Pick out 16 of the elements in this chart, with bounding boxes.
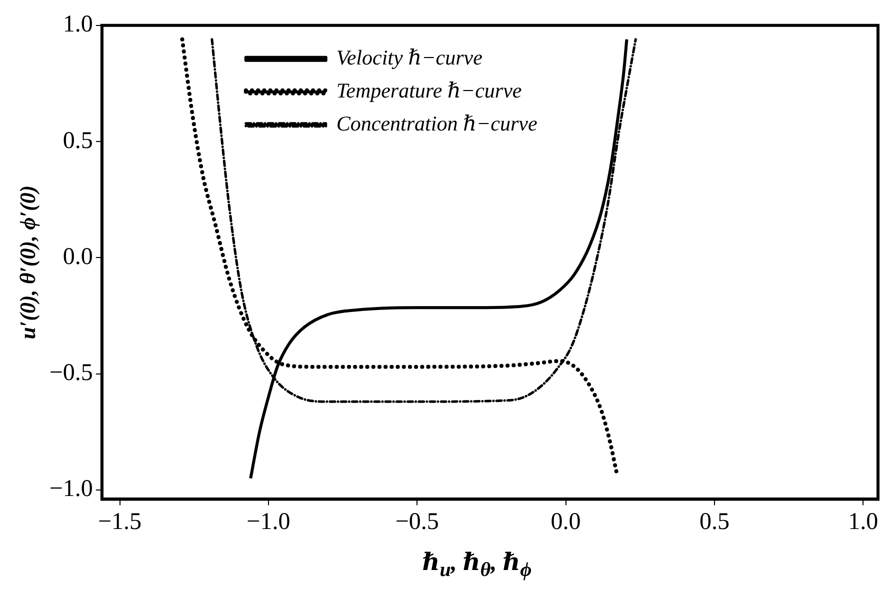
x-tick-label: −1.0 [246,508,290,535]
x-tick-label: 1.0 [848,508,878,535]
legend-label: Velocity ℏ−curve [336,45,482,70]
legend-label: Temperature ℏ−curve [336,78,522,102]
x-tick-label: 0.0 [550,508,581,535]
x-tick-label: −0.5 [395,508,439,535]
y-axis-title: u′(0), θ′(0), ϕ′(0) [14,185,40,340]
y-tick-label: 0.5 [62,128,93,154]
x-axis-title: ℏ$_{u}$, ℏ$_{θ}$, ℏ$_{ϕ}$ [421,549,533,582]
y-tick-label: 1.0 [62,12,93,38]
y-tick-label: −1.0 [49,476,93,502]
legend-label: Concentration ℏ−curve [336,111,538,136]
x-tick-label: 0.5 [699,508,730,535]
x-tick-label: −1.5 [98,508,142,535]
y-tick-label: −0.5 [49,360,93,386]
y-tick-label: 0.0 [62,244,93,270]
